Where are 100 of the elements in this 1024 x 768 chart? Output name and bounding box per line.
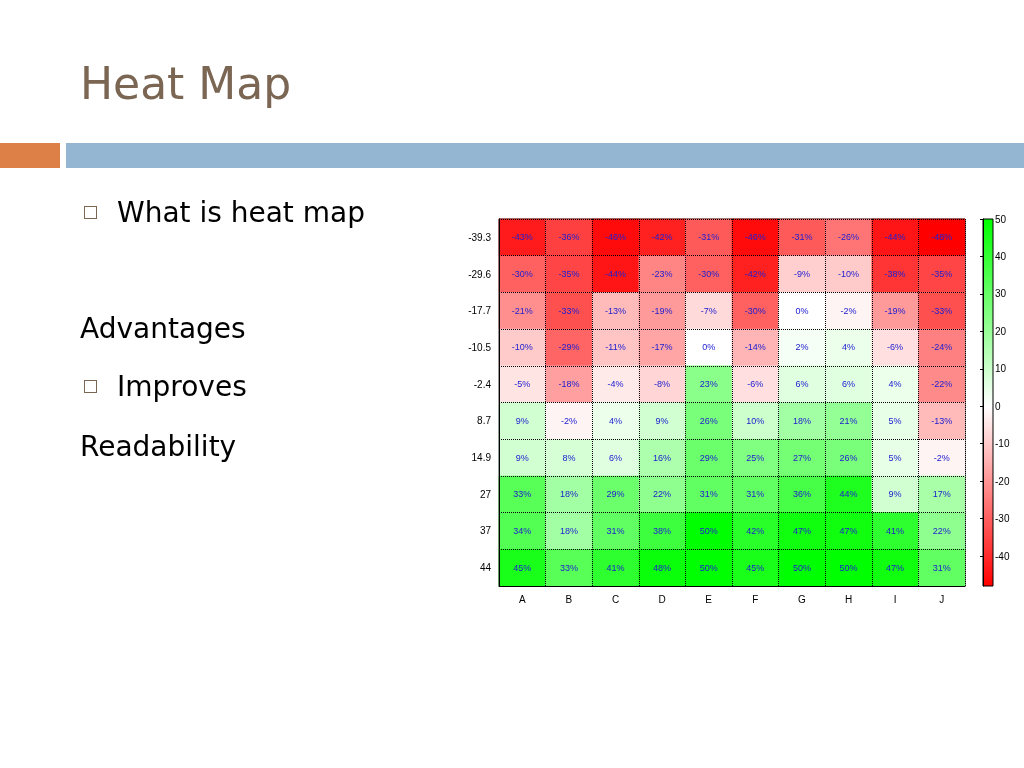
data-label: 0% (795, 305, 809, 316)
data-label: 9% (515, 415, 529, 426)
x-tick-label: C (611, 593, 620, 605)
data-label: -29% (558, 342, 580, 353)
data-label: 31% (932, 562, 951, 573)
data-label: 5% (888, 452, 902, 463)
data-label: 17% (932, 489, 951, 500)
data-label: -9% (793, 269, 810, 280)
data-label: 18% (559, 525, 578, 536)
data-label: -42% (651, 232, 673, 243)
data-label: 33% (559, 562, 578, 573)
data-label: -6% (747, 379, 764, 390)
data-label: -30% (744, 305, 766, 316)
data-label: 8% (562, 452, 576, 463)
data-label: -31% (791, 232, 813, 243)
data-label: -22% (931, 379, 953, 390)
data-label: -46% (604, 232, 627, 243)
data-label: -11% (605, 342, 626, 353)
data-label: -33% (931, 305, 953, 316)
text: Improves (117, 370, 247, 403)
data-label: -24% (931, 342, 953, 353)
data-label: 9% (515, 452, 529, 463)
data-label: 47% (839, 525, 858, 536)
data-label: 18% (792, 415, 811, 426)
data-label: -13% (604, 305, 627, 316)
data-label: -36% (558, 232, 580, 243)
data-label: 4% (888, 379, 902, 390)
data-label: -46% (744, 232, 766, 243)
y-tick-label: -2.4 (473, 378, 492, 390)
y-tick-label: 44 (479, 562, 492, 574)
data-label: 9% (888, 489, 902, 500)
data-label: -43% (511, 232, 533, 243)
data-label: 16% (653, 452, 672, 463)
color-bar-label: -10 (995, 438, 1010, 450)
data-label: 38% (653, 525, 672, 536)
data-label: -35% (931, 269, 953, 280)
y-tick-label: 27 (479, 488, 492, 500)
data-label: 29% (606, 489, 625, 500)
data-label: -8% (654, 379, 671, 390)
data-label: 31% (699, 489, 718, 500)
data-label: 45% (513, 562, 532, 573)
y-tick-label: -29.6 (468, 268, 492, 280)
x-tick-label: F (752, 593, 759, 605)
data-label: -4% (607, 379, 624, 390)
data-label: -35% (558, 269, 580, 280)
color-bar-label: 40 (995, 250, 1007, 262)
data-label: -10% (837, 269, 860, 280)
data-label: 36% (792, 489, 811, 500)
y-tick-label: -10.5 (468, 341, 492, 353)
x-tick-label: H (844, 593, 853, 605)
data-label: 2% (795, 342, 809, 353)
data-label: 6% (841, 379, 856, 390)
data-label: -44% (884, 232, 906, 243)
data-label: -6% (887, 342, 904, 353)
data-label: -33% (558, 305, 580, 316)
data-label: 31% (606, 525, 625, 536)
x-tick-label: I (893, 593, 897, 605)
data-label: 29% (699, 452, 718, 463)
data-label: -31% (698, 232, 720, 243)
x-tick-label: D (658, 593, 666, 605)
color-bar-label: 30 (995, 288, 1007, 300)
data-label: -48% (931, 232, 953, 243)
data-label: 10% (746, 415, 765, 426)
data-label: -17% (651, 342, 673, 353)
data-label: 48% (653, 562, 672, 573)
data-label: 47% (886, 562, 905, 573)
data-label: -26% (837, 232, 860, 243)
data-label: -10% (511, 342, 533, 353)
data-label: -2% (840, 305, 857, 316)
data-label: 4% (608, 415, 623, 426)
data-label: -5% (514, 379, 531, 390)
data-label: -7% (700, 305, 717, 316)
data-label: 31% (746, 489, 765, 500)
data-label: 18% (559, 489, 578, 500)
data-label: -21% (511, 305, 533, 316)
data-label: 6% (795, 379, 809, 390)
data-label: 9% (655, 415, 669, 426)
data-label: 50% (792, 562, 811, 573)
y-tick-label: 8.7 (477, 415, 492, 427)
data-label: -19% (884, 305, 906, 316)
data-label: 47% (792, 525, 811, 536)
data-label: -38% (884, 269, 906, 280)
data-label: 42% (746, 525, 765, 536)
data-label: -30% (511, 269, 533, 280)
data-label: 50% (699, 525, 718, 536)
color-bar-label: 50 (995, 213, 1007, 225)
data-label: 27% (792, 452, 811, 463)
data-label: 6% (608, 452, 623, 463)
data-label: -23% (651, 269, 673, 280)
data-label: 22% (653, 489, 672, 500)
x-tick-label: J (939, 593, 945, 605)
data-label: 21% (839, 415, 858, 426)
data-label: 41% (886, 525, 905, 536)
x-tick-label: G (798, 593, 807, 605)
data-label: 22% (932, 525, 951, 536)
data-label: -42% (744, 269, 766, 280)
data-label: -2% (933, 452, 950, 463)
y-tick-label: 37 (479, 525, 492, 537)
color-bar-label: -20 (995, 475, 1010, 487)
x-tick-label: A (518, 593, 526, 605)
